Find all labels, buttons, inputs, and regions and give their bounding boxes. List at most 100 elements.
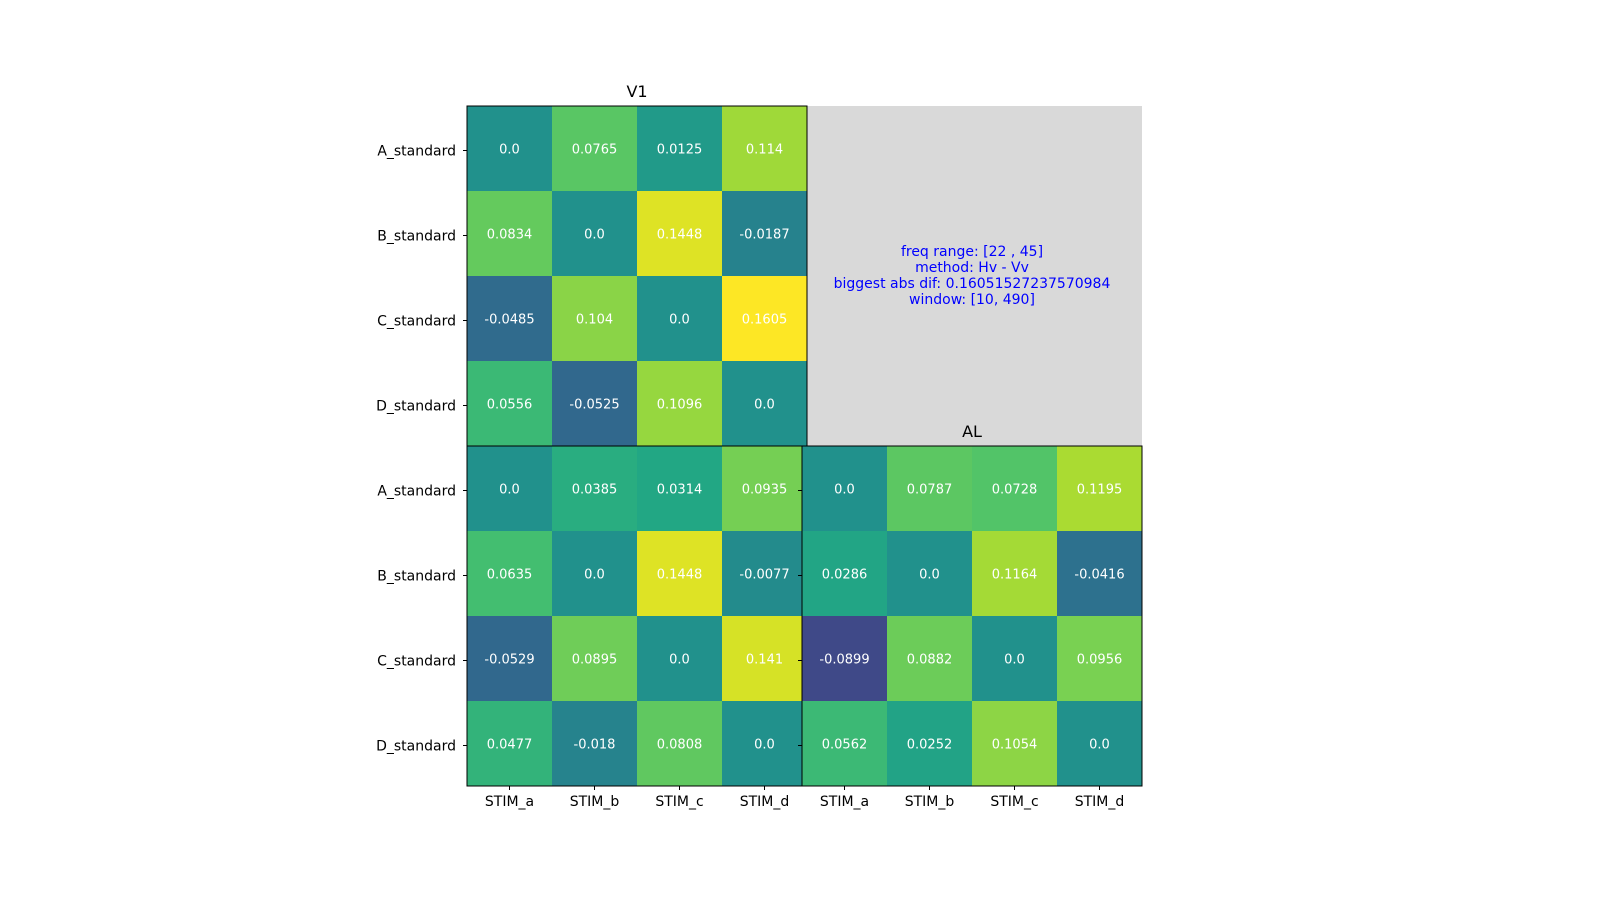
cell-value-label: 0.0556 — [487, 398, 533, 413]
heatmap-cell-r3-c0 — [802, 701, 887, 786]
cell-value-label: 0.0956 — [1077, 653, 1123, 668]
heatmap-cell-r0-c1 — [552, 446, 637, 531]
info-panel-background — [802, 106, 1142, 446]
cell-value-label: 0.0 — [584, 228, 605, 243]
cell-value-label: -0.0187 — [739, 228, 789, 243]
cell-value-label: 0.1054 — [992, 738, 1038, 753]
cell-value-label: -0.0529 — [484, 653, 534, 668]
heatmap-cell-r3-c0 — [467, 361, 552, 446]
heatmap-cell-r1-c2 — [637, 191, 722, 276]
heatmap-cell-r2-c1 — [552, 276, 637, 361]
x-tick-label: STIM_c — [990, 794, 1038, 810]
y-tick-label: A_standard — [377, 484, 456, 500]
heatmap-cell-r3-c2 — [972, 701, 1057, 786]
cell-value-label: 0.0895 — [572, 653, 618, 668]
cell-value-label: 0.0 — [499, 143, 520, 158]
info-panel: freq range: [22 , 45] method: Hv - Vv bi… — [802, 106, 1142, 446]
cell-value-label: 0.0 — [754, 738, 775, 753]
cell-value-label: -0.0485 — [484, 313, 534, 328]
heatmap-cell-r2-c2 — [972, 616, 1057, 701]
y-tick-label: B_standard — [377, 229, 456, 245]
heatmap-cell-r0-c0 — [467, 446, 552, 531]
cell-value-label: 0.0314 — [657, 483, 703, 498]
panel-title: V1 — [626, 82, 647, 101]
axes-frame — [801, 445, 1143, 787]
x-tick-label: STIM_a — [485, 794, 534, 810]
cell-value-label: 0.0 — [1004, 653, 1025, 668]
heatmap-cell-r3-c0 — [467, 701, 552, 786]
cell-value-label: 0.0 — [834, 483, 855, 498]
heatmap-cell-r3-c2 — [637, 361, 722, 446]
cell-value-label: 0.1195 — [1077, 483, 1123, 498]
cell-value-label: -0.0077 — [739, 568, 789, 583]
heatmap-cell-r1-c0 — [467, 531, 552, 616]
heatmap-al: 0.0 0.0787 0.0728 0.1195 0.0286 0.0 0.1164 -0.0… — [798, 422, 1143, 810]
heatmap-cell-r1-c2 — [972, 531, 1057, 616]
cell-value-label: 0.0477 — [487, 738, 533, 753]
cell-value-label: 0.0 — [1089, 738, 1110, 753]
heatmap-cell-r3-c1 — [887, 701, 972, 786]
heatmap-cell-r2-c0 — [802, 616, 887, 701]
heatmap-cell-r0-c0 — [802, 446, 887, 531]
info-biggest-abs-dif: biggest abs dif: 0.16051527237570984 — [834, 276, 1111, 292]
heatmap-cell-r3-c3 — [722, 701, 807, 786]
heatmap-cell-r0-c3 — [1057, 446, 1142, 531]
heatmap-v1: 0.0 0.0765 0.0125 0.114 0.0834 0.0 0.1448 -0.01… — [376, 82, 808, 447]
cell-value-label: 0.1164 — [992, 568, 1038, 583]
cell-value-label: 0.0 — [669, 313, 690, 328]
heatmap-cell-r3-c3 — [1057, 701, 1142, 786]
cell-value-label: 0.104 — [576, 313, 613, 328]
y-tick-label: D_standard — [376, 739, 456, 755]
cell-value-label: 0.0765 — [572, 143, 618, 158]
cell-value-label: 0.114 — [746, 143, 783, 158]
heatmap-cell-r0-c2 — [972, 446, 1057, 531]
cell-value-label: 0.0935 — [742, 483, 788, 498]
y-tick-label: A_standard — [377, 144, 456, 160]
heatmap-cell-r1-c3 — [1057, 531, 1142, 616]
cell-value-label: 0.0808 — [657, 738, 703, 753]
heatmap-cell-r1-c3 — [722, 191, 807, 276]
cell-value-label: 0.0562 — [822, 738, 868, 753]
cell-value-label: -0.0416 — [1074, 568, 1124, 583]
cell-value-label: 0.0125 — [657, 143, 703, 158]
heatmap-cell-r3-c1 — [552, 361, 637, 446]
x-tick-label: STIM_b — [905, 794, 955, 810]
heatmap-cell-r3-c3 — [722, 361, 807, 446]
cell-value-label: 0.0385 — [572, 483, 618, 498]
heatmap-v1-bottom: 0.0 0.0385 0.0314 0.0935 0.0635 0.0 0.1448 -0.0… — [376, 445, 808, 810]
cell-value-label: 0.0882 — [907, 653, 953, 668]
cell-value-label: -0.0525 — [569, 398, 619, 413]
heatmap-cell-r1-c1 — [887, 531, 972, 616]
cell-value-label: 0.0 — [669, 653, 690, 668]
heatmap-cell-r2-c2 — [637, 276, 722, 361]
x-tick-label: STIM_b — [570, 794, 620, 810]
x-tick-label: STIM_d — [1075, 794, 1125, 810]
cell-value-label: 0.0 — [919, 568, 940, 583]
y-tick-label: D_standard — [376, 399, 456, 415]
cell-value-label: 0.1605 — [742, 313, 788, 328]
y-tick-label: C_standard — [377, 654, 456, 670]
cell-value-label: 0.0 — [499, 483, 520, 498]
heatmap-cell-r1-c1 — [552, 531, 637, 616]
y-tick-label: B_standard — [377, 569, 456, 585]
heatmap-cell-r1-c0 — [467, 191, 552, 276]
heatmap-cell-r1-c3 — [722, 531, 807, 616]
heatmap-cell-r2-c3 — [1057, 616, 1142, 701]
heatmap-cell-r2-c0 — [467, 276, 552, 361]
heatmap-cell-r1-c0 — [802, 531, 887, 616]
heatmap-cell-r1-c1 — [552, 191, 637, 276]
info-window: window: [10, 490] — [909, 292, 1035, 308]
cell-value-label: 0.0834 — [487, 228, 533, 243]
cell-value-label: 0.1096 — [657, 398, 703, 413]
heatmap-cell-r2-c3 — [722, 276, 807, 361]
panel-title: AL — [962, 422, 982, 441]
heatmap-cell-r3-c2 — [637, 701, 722, 786]
cell-value-label: 0.0 — [584, 568, 605, 583]
cell-value-label: 0.0728 — [992, 483, 1038, 498]
cell-value-label: -0.018 — [574, 738, 616, 753]
heatmap-cell-r0-c3 — [722, 446, 807, 531]
heatmap-cell-r2-c0 — [467, 616, 552, 701]
x-tick-label: STIM_c — [655, 794, 703, 810]
cell-value-label: 0.0635 — [487, 568, 533, 583]
